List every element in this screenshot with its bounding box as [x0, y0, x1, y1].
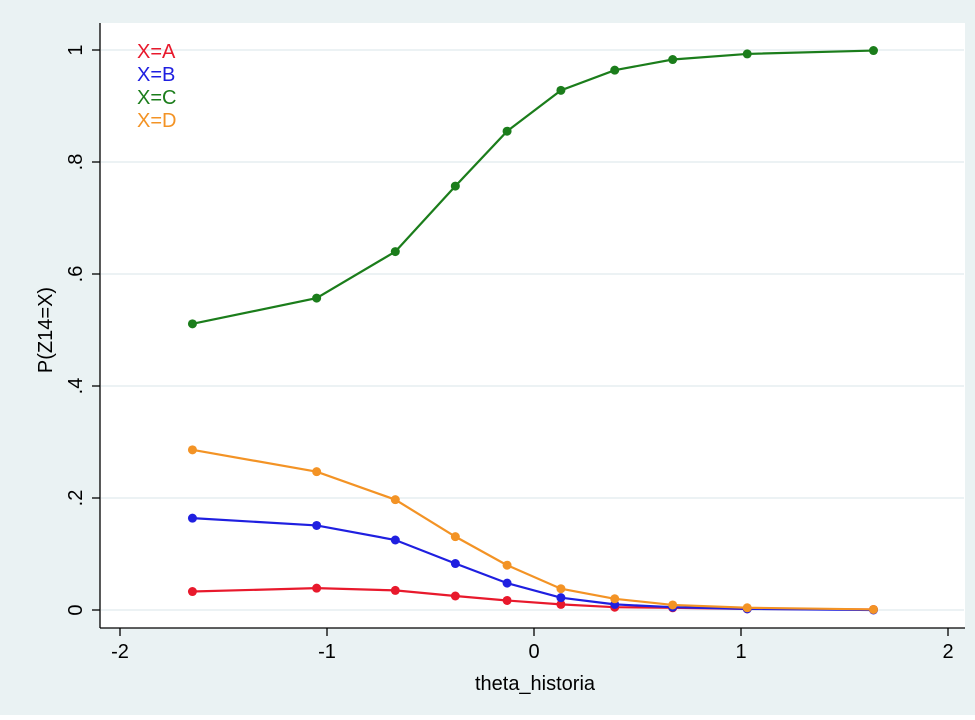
data-point	[312, 583, 322, 593]
data-point	[390, 495, 400, 505]
y-tick-label: .8	[65, 154, 87, 171]
legend-entry: X=A	[137, 41, 176, 63]
x-tick-label: -1	[318, 641, 336, 663]
data-point	[312, 467, 322, 477]
y-tick-label: .4	[65, 378, 87, 395]
series-line	[192, 49, 874, 325]
data-point	[610, 65, 620, 75]
y-tick-label: 0	[65, 604, 87, 615]
legend-entry: X=C	[137, 87, 176, 109]
series-x-c	[187, 46, 878, 329]
data-point	[312, 293, 322, 303]
x-tick-label: 2	[942, 641, 953, 663]
data-point	[390, 585, 400, 595]
data-point	[668, 55, 678, 65]
data-point	[742, 603, 752, 613]
data-point	[187, 513, 197, 523]
data-point	[502, 560, 512, 570]
data-series	[187, 46, 878, 615]
data-point	[868, 46, 878, 56]
legend-entry: X=B	[137, 64, 175, 86]
axes: 0 .2 .4 .6 .8 1 -2 -1 0 1 2	[65, 23, 965, 663]
data-point	[868, 604, 878, 614]
data-point	[610, 594, 620, 604]
data-point	[502, 126, 512, 136]
y-axis-label: P(Z14=X)	[35, 287, 57, 373]
x-axis-label: theta_historia	[475, 673, 596, 695]
data-point	[556, 593, 566, 603]
grid-lines	[101, 49, 964, 611]
data-point	[502, 578, 512, 588]
data-point	[668, 600, 678, 610]
series-x-d	[187, 445, 878, 614]
plot-area	[100, 23, 965, 628]
data-point	[187, 445, 197, 455]
series-line	[192, 517, 874, 612]
data-point	[390, 247, 400, 257]
data-point	[390, 535, 400, 545]
y-tick-label: 1	[65, 44, 87, 55]
x-tick-label: 1	[735, 641, 746, 663]
data-point	[187, 587, 197, 597]
y-tick-label: .2	[65, 490, 87, 507]
data-point	[450, 181, 460, 191]
data-point	[187, 319, 197, 329]
data-point	[450, 559, 460, 569]
data-point	[450, 591, 460, 601]
series-line	[192, 448, 874, 611]
legend: X=AX=BX=CX=D	[137, 41, 176, 132]
data-point	[742, 49, 752, 59]
y-tick-label: .6	[65, 266, 87, 283]
data-point	[556, 85, 566, 95]
legend-entry: X=D	[137, 110, 176, 132]
x-tick-label: 0	[528, 641, 539, 663]
x-tick-label: -2	[111, 641, 129, 663]
data-point	[556, 599, 566, 609]
data-point	[556, 584, 566, 594]
data-point	[502, 595, 512, 605]
data-point	[450, 532, 460, 542]
data-point	[312, 520, 322, 530]
